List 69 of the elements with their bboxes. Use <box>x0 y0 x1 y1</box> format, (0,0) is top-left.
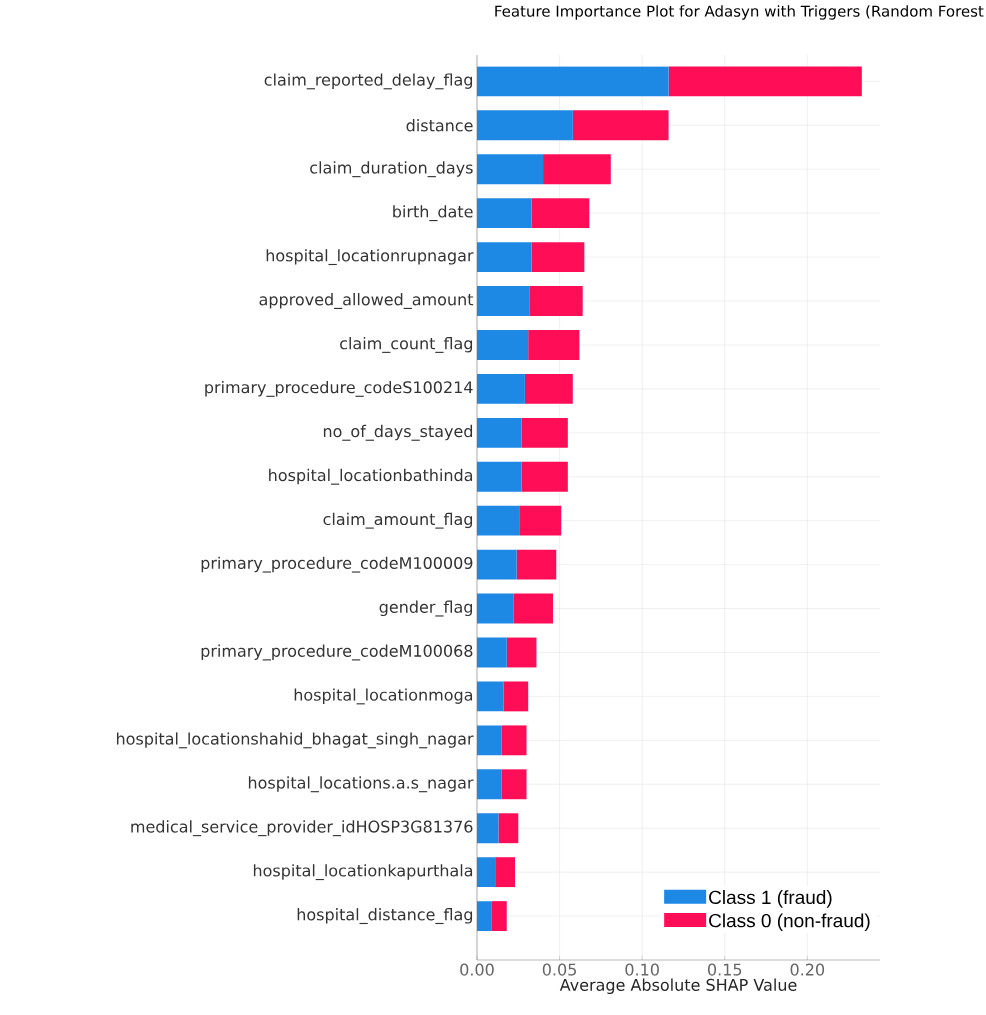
bar <box>498 813 519 844</box>
bar <box>477 417 522 448</box>
chart-title: Feature Importance Plot for Adasyn with Triggers (Random Forest <box>495 5 984 20</box>
y-tick-label: claim_count_flag <box>340 336 473 353</box>
y-tick-label: hospital_locationshahid_bhagat_singh_nagar <box>116 732 474 749</box>
bar <box>477 242 532 273</box>
x-tick-label: 0.05 <box>542 963 576 976</box>
y-tick-label: claim_amount_flag <box>323 512 473 529</box>
bar <box>529 286 583 316</box>
y-tick-label: birth_date <box>393 205 473 222</box>
y-tick-label: no_of_days_stayed <box>323 424 473 441</box>
x-tick-label: 0.00 <box>460 963 494 976</box>
bar <box>521 461 568 492</box>
bar <box>513 593 553 624</box>
bar <box>503 681 529 712</box>
bar <box>477 769 502 800</box>
legend-label: Class 1 (fraud) <box>709 890 832 908</box>
bar <box>477 286 530 316</box>
bar <box>572 110 669 141</box>
bar <box>477 154 544 185</box>
bar <box>516 549 557 580</box>
y-tick-label: claim_duration_days <box>310 161 473 178</box>
y-tick-label: hospital_locationkapurthala <box>253 864 473 881</box>
bar <box>477 637 507 668</box>
bar <box>477 857 496 888</box>
bar <box>524 373 573 404</box>
y-tick-label: claim_reported_delay_flag <box>264 73 473 90</box>
y-tick-label: primary_procedure_codeM100068 <box>201 644 473 661</box>
bar <box>477 901 492 932</box>
x-tick-label: 0.20 <box>790 963 825 976</box>
y-tick-label: primary_procedure_codeS100214 <box>205 380 473 397</box>
bar <box>477 725 502 756</box>
y-tick-label: hospital_locationmoga <box>294 688 473 705</box>
x-tick-label: 0.15 <box>707 963 742 976</box>
bar <box>477 373 525 404</box>
bar <box>491 901 507 932</box>
y-tick-label: hospital_locations.a.s_nagar <box>248 776 474 793</box>
bar <box>477 461 522 492</box>
bar <box>477 330 529 360</box>
bar <box>501 769 527 800</box>
y-tick-label: approved_allowed_amount <box>259 293 474 309</box>
bar <box>501 725 527 756</box>
bar <box>506 637 537 668</box>
bar <box>477 593 514 624</box>
bar <box>477 813 499 844</box>
bar <box>531 242 585 273</box>
y-tick-label: hospital_locationbathinda <box>269 468 473 485</box>
x-axis-title: Average Absolute SHAP Value <box>559 978 797 994</box>
bar <box>477 66 669 97</box>
bar <box>477 681 504 712</box>
bar <box>543 154 611 185</box>
bar <box>531 198 590 229</box>
bar <box>477 198 532 229</box>
bar <box>495 857 515 888</box>
bar <box>477 549 517 580</box>
y-tick-label: hospital_distance_flag <box>297 908 473 925</box>
bar <box>477 110 573 141</box>
y-tick-label: primary_procedure_codeM100009 <box>201 556 473 573</box>
bar <box>519 505 562 536</box>
bar <box>528 330 580 360</box>
y-tick-label: gender_flag <box>379 600 473 617</box>
x-tick-label: 0.10 <box>625 963 659 976</box>
y-tick-label: hospital_locationrupnagar <box>266 249 474 266</box>
y-tick-label: distance <box>406 119 473 132</box>
y-tick-label: medical_service_provider_idHOSP3G81376 <box>131 820 473 837</box>
bar <box>477 505 520 536</box>
bar <box>668 66 862 97</box>
bar <box>521 417 568 448</box>
legend-label: Class 0 (non-fraud) <box>709 913 870 932</box>
